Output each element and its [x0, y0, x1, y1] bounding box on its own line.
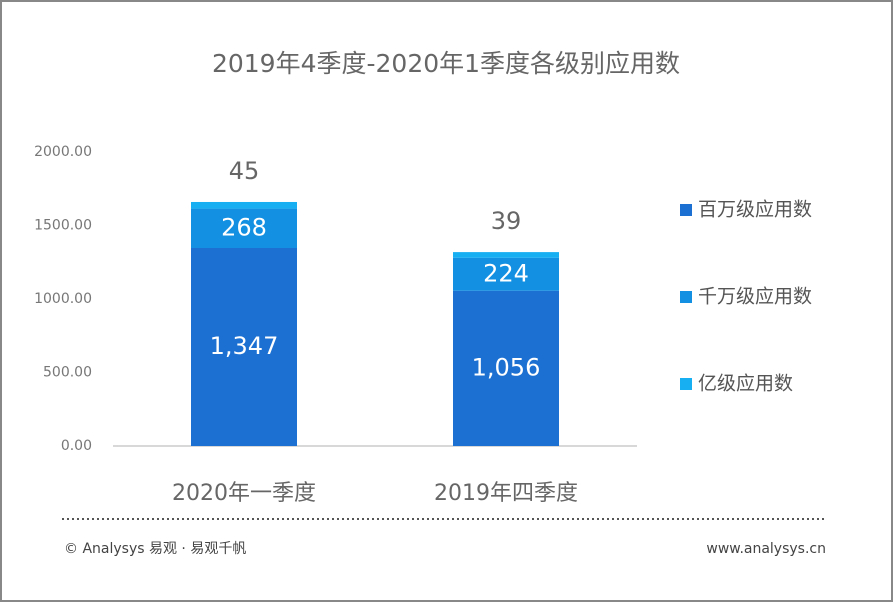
y-tick-label: 1000.00 [34, 291, 92, 307]
y-tick-label: 500.00 [43, 365, 92, 381]
y-tick-label: 2000.00 [34, 144, 92, 160]
bar-segment [191, 247, 297, 446]
data-label: 1,347 [210, 332, 279, 360]
data-label: 224 [483, 259, 529, 287]
footer-left: © Analysys 易观 · 易观千帆 [64, 541, 246, 557]
legend-swatch [680, 378, 692, 390]
bar-segment [453, 252, 559, 258]
footer-right: www.analysys.cn [706, 541, 826, 557]
data-label: 39 [491, 207, 522, 235]
legend-label: 百万级应用数 [698, 199, 812, 221]
x-tick-label: 2020年一季度 [172, 481, 316, 506]
legend-label: 千万级应用数 [698, 286, 812, 308]
y-tick-label: 1500.00 [34, 218, 92, 234]
bar-segment [191, 201, 297, 209]
data-label: 268 [221, 213, 267, 241]
legend-swatch [680, 291, 692, 303]
legend-label: 亿级应用数 [698, 373, 793, 395]
y-tick-label: 0.00 [61, 438, 92, 454]
data-label: 45 [229, 157, 260, 185]
chart-title: 2019年4季度-2020年1季度各级别应用数 [212, 49, 680, 78]
legend-swatch [680, 204, 692, 216]
x-tick-label: 2019年四季度 [434, 481, 578, 506]
data-label: 1,056 [472, 353, 541, 381]
bar-segment [191, 208, 297, 248]
bar-segment [453, 257, 559, 291]
bar-segment [453, 290, 559, 446]
